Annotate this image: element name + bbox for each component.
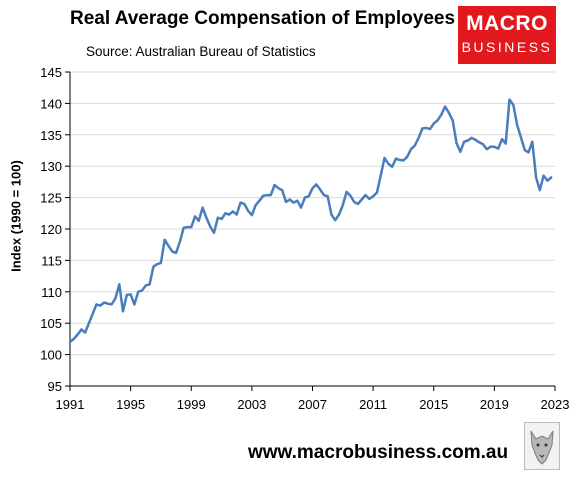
y-tick-label: 130: [40, 159, 62, 174]
logo-line-1: MACRO: [466, 12, 548, 35]
y-tick-label: 140: [40, 96, 62, 111]
x-tick-label: 2015: [419, 397, 448, 412]
website-url[interactable]: www.macrobusiness.com.au: [248, 442, 509, 463]
y-tick-label: 110: [41, 285, 62, 300]
x-tick-label: 2007: [298, 397, 327, 412]
y-tick-label: 105: [40, 316, 62, 331]
x-tick-label: 1991: [56, 397, 85, 412]
wolf-logo-icon: [524, 422, 560, 470]
x-tick-label: 2019: [480, 397, 509, 412]
series-line: [68, 98, 553, 344]
y-tick-label: 135: [40, 128, 62, 143]
x-tick-label: 2003: [237, 397, 266, 412]
x-tick-label: 1999: [177, 397, 206, 412]
x-tick-label: 2011: [359, 397, 387, 412]
x-tick-labels: 1991 1995 1999 2003 2007 2011 2015 2019 2023: [56, 397, 570, 412]
macrobusiness-logo[interactable]: MACRO BUSINESS: [458, 6, 556, 64]
series-group: [68, 98, 553, 344]
y-tick-label: 100: [40, 348, 62, 363]
y-tick-labels: 95 100 105 110 115 120 125 130 135 140 145: [40, 65, 62, 394]
x-tick-label: 1995: [116, 397, 145, 412]
y-tick-label: 120: [40, 222, 62, 237]
y-tick-label: 115: [41, 253, 62, 268]
y-tick-label: 125: [40, 191, 62, 206]
axes: [65, 71, 556, 391]
logo-line-2: BUSINESS: [461, 39, 553, 55]
y-tick-label: 145: [40, 65, 62, 80]
x-tick-label: 2023: [541, 397, 570, 412]
chart-title: Real Average Compensation of Employees: [70, 8, 456, 29]
y-tick-label: 95: [48, 379, 62, 394]
chart-source: Source: Australian Bureau of Statistics: [86, 44, 316, 59]
gridlines: [70, 71, 555, 356]
